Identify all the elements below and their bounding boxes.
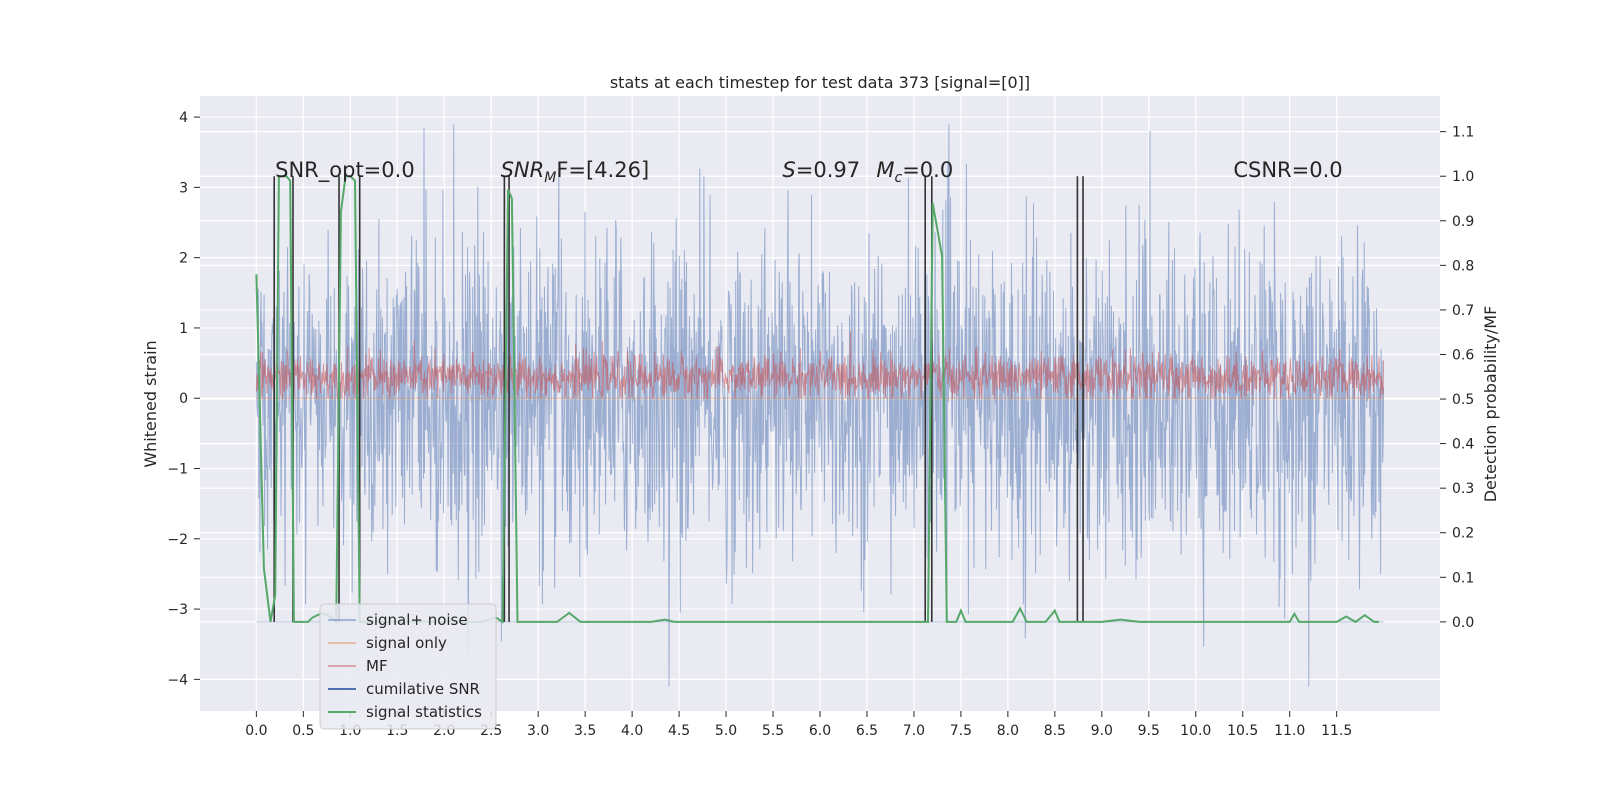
x-tick-label: 5.0 xyxy=(715,723,737,739)
y2-tick-label: 0.6 xyxy=(1452,347,1474,363)
y-tick-label: −2 xyxy=(167,532,188,548)
x-tick-label: 11.5 xyxy=(1321,723,1352,739)
y-tick-label: 1 xyxy=(179,321,188,337)
x-tick-label: 3.0 xyxy=(527,723,549,739)
x-ticks: 0.0 0.5 1.0 1.5 2.0 2.5 3.0 3.5 4.0 4.5 5.0 5.5 6.0 6… xyxy=(245,711,1352,739)
y2-tick-label: 1.1 xyxy=(1452,125,1474,141)
annotation: CSNR=0.0 xyxy=(1233,158,1342,182)
y-tick-label: 4 xyxy=(179,110,188,126)
annotation: S=0.97 xyxy=(782,158,860,182)
series-mf xyxy=(255,331,1385,399)
y-tick-label: 2 xyxy=(179,251,188,267)
y-tick-label: −1 xyxy=(167,462,188,478)
signal-statistics-layer xyxy=(255,175,1379,625)
x-tick-label: 6.0 xyxy=(809,723,831,739)
y2-tick-label: 0.0 xyxy=(1452,615,1474,631)
annotation: Mc=0.0 xyxy=(876,158,953,186)
x-tick-label: 7.0 xyxy=(903,723,925,739)
y-axis-label: Whitened strain xyxy=(141,340,160,467)
x-tick-label: 3.5 xyxy=(574,723,596,739)
y2-tick-label: 0.7 xyxy=(1452,303,1474,319)
legend: signal+ noise signal only MF cumilative SNR… xyxy=(319,603,497,730)
y-tick-label: −4 xyxy=(167,672,188,688)
x-tick-label: 8.5 xyxy=(1044,723,1066,739)
x-tick-label: 9.0 xyxy=(1091,723,1113,739)
chart-title: stats at each timestep for test data 373… xyxy=(610,73,1030,92)
x-tick-label: 7.5 xyxy=(950,723,972,739)
legend-label: signal+ noise xyxy=(366,611,468,629)
legend-label: signal only xyxy=(366,634,447,652)
y2-axis-label: Detection probability/MF xyxy=(1481,306,1500,503)
x-tick-label: 8.0 xyxy=(997,723,1019,739)
y2-ticks: 0.0 0.1 0.2 0.3 0.4 0.5 0.6 0.7 0.8 0.9 1.0 1.1 xyxy=(1440,125,1474,631)
legend-label: signal statistics xyxy=(366,703,482,721)
y-ticks: −4 −3 −2 −1 0 1 2 3 4 xyxy=(167,110,200,688)
y2-tick-label: 0.5 xyxy=(1452,392,1474,408)
y2-tick-label: 0.3 xyxy=(1452,481,1474,497)
x-tick-label: 0.0 xyxy=(245,723,267,739)
x-tick-label: 5.5 xyxy=(762,723,784,739)
y-tick-label: 0 xyxy=(179,391,188,407)
y-tick-label: −3 xyxy=(167,602,188,618)
x-tick-label: 6.5 xyxy=(856,723,878,739)
y2-tick-label: 1.0 xyxy=(1452,169,1474,185)
legend-box xyxy=(319,603,497,730)
x-tick-label: 0.5 xyxy=(292,723,314,739)
y2-tick-label: 0.2 xyxy=(1452,526,1474,542)
y2-tick-label: 0.9 xyxy=(1452,214,1474,230)
legend-label: MF xyxy=(366,657,388,675)
y2-tick-label: 0.1 xyxy=(1452,570,1474,586)
series-signal-statistics xyxy=(255,175,1379,625)
x-tick-label: 4.0 xyxy=(621,723,643,739)
x-tick-label: 4.5 xyxy=(668,723,690,739)
x-tick-label: 10.0 xyxy=(1180,723,1211,739)
x-tick-label: 11.0 xyxy=(1274,723,1305,739)
x-tick-label: 10.5 xyxy=(1227,723,1258,739)
legend-label: cumilative SNR xyxy=(366,680,480,698)
y-tick-label: 3 xyxy=(179,180,188,196)
y2-tick-label: 0.4 xyxy=(1452,437,1474,453)
x-tick-label: 9.5 xyxy=(1138,723,1160,739)
annotation: SNRMF=[4.26] xyxy=(501,158,650,186)
annotations: SNR_opt=0.0 SNRMF=[4.26] S=0.97 Mc=0.0 CSNR=… xyxy=(275,158,1342,186)
annotation: SNR_opt=0.0 xyxy=(275,158,415,183)
y2-tick-label: 0.8 xyxy=(1452,258,1474,274)
